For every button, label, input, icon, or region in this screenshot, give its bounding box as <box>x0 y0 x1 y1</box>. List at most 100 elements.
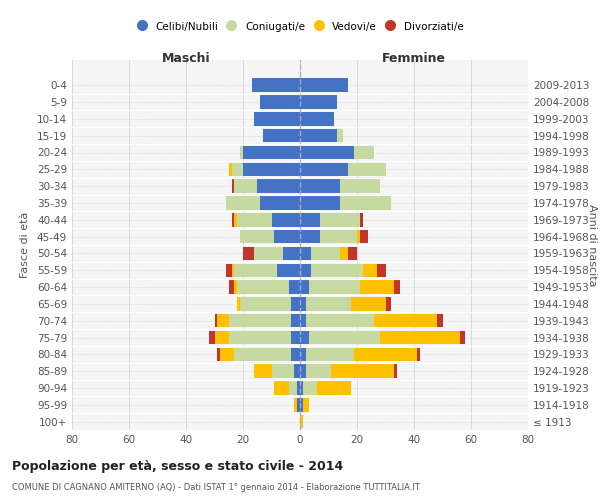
Bar <box>300 297 306 310</box>
Bar <box>331 364 394 378</box>
Bar <box>229 331 292 344</box>
Bar <box>240 146 243 159</box>
Bar <box>297 398 300 411</box>
Bar <box>300 213 320 226</box>
Bar <box>217 314 229 328</box>
Text: Maschi: Maschi <box>161 52 211 65</box>
Bar <box>300 364 306 378</box>
Bar <box>317 381 352 394</box>
Bar <box>300 146 354 159</box>
Bar <box>354 146 374 159</box>
Bar <box>243 162 300 176</box>
Bar <box>235 280 238 294</box>
Bar <box>254 364 271 378</box>
Bar <box>283 246 300 260</box>
Bar <box>303 398 308 411</box>
Bar <box>277 264 300 277</box>
Bar <box>377 264 386 277</box>
Bar <box>340 196 391 209</box>
Bar <box>300 78 349 92</box>
Bar <box>417 348 420 361</box>
Bar <box>300 96 337 109</box>
Bar <box>300 415 303 428</box>
Bar <box>217 348 220 361</box>
Bar <box>354 348 417 361</box>
Bar <box>232 264 235 277</box>
Bar <box>306 364 331 378</box>
Bar <box>300 246 311 260</box>
Bar <box>295 364 300 378</box>
Bar <box>229 280 235 294</box>
Bar <box>235 213 238 226</box>
Bar <box>289 381 297 394</box>
Bar <box>260 96 300 109</box>
Bar <box>226 196 260 209</box>
Bar <box>292 297 300 310</box>
Bar <box>232 213 235 226</box>
Bar <box>220 348 235 361</box>
Bar <box>337 129 343 142</box>
Bar <box>300 112 334 126</box>
Bar <box>260 196 300 209</box>
Bar <box>238 280 289 294</box>
Bar <box>243 146 300 159</box>
Bar <box>308 331 380 344</box>
Legend: Celibi/Nubili, Coniugati/e, Vedovi/e, Divorziati/e: Celibi/Nubili, Coniugati/e, Vedovi/e, Di… <box>132 17 468 36</box>
Bar <box>235 348 292 361</box>
Bar <box>362 264 377 277</box>
Bar <box>360 280 394 294</box>
Bar <box>300 381 303 394</box>
Bar <box>300 180 340 193</box>
Bar <box>254 246 283 260</box>
Bar <box>243 246 254 260</box>
Bar <box>300 331 308 344</box>
Bar <box>257 180 300 193</box>
Bar <box>300 230 320 243</box>
Bar <box>254 112 300 126</box>
Bar <box>238 297 240 310</box>
Bar <box>297 381 300 394</box>
Bar <box>292 348 300 361</box>
Bar <box>238 213 271 226</box>
Bar <box>394 364 397 378</box>
Bar <box>306 297 352 310</box>
Bar <box>240 230 274 243</box>
Bar <box>274 381 289 394</box>
Bar <box>300 314 306 328</box>
Bar <box>229 314 292 328</box>
Bar <box>349 246 357 260</box>
Bar <box>460 331 466 344</box>
Bar <box>360 213 363 226</box>
Bar <box>357 230 360 243</box>
Bar <box>226 264 232 277</box>
Bar <box>300 280 308 294</box>
Bar <box>232 180 235 193</box>
Bar <box>311 264 362 277</box>
Bar <box>271 213 300 226</box>
Bar <box>294 398 297 411</box>
Bar <box>271 364 295 378</box>
Bar <box>340 180 380 193</box>
Bar <box>215 314 217 328</box>
Bar <box>263 129 300 142</box>
Bar <box>292 331 300 344</box>
Y-axis label: Fasce di età: Fasce di età <box>20 212 30 278</box>
Bar <box>240 297 292 310</box>
Bar <box>306 314 374 328</box>
Bar <box>235 180 257 193</box>
Bar <box>349 162 386 176</box>
Bar <box>300 196 340 209</box>
Bar <box>235 264 277 277</box>
Bar <box>300 348 306 361</box>
Bar <box>292 314 300 328</box>
Bar <box>394 280 400 294</box>
Bar <box>360 230 368 243</box>
Bar <box>289 280 300 294</box>
Bar <box>320 213 360 226</box>
Bar <box>209 331 215 344</box>
Bar <box>251 78 300 92</box>
Bar <box>303 381 317 394</box>
Bar <box>232 162 243 176</box>
Text: COMUNE DI CAGNANO AMITERNO (AQ) - Dati ISTAT 1° gennaio 2014 - Elaborazione TUTT: COMUNE DI CAGNANO AMITERNO (AQ) - Dati I… <box>12 483 420 492</box>
Bar <box>306 348 354 361</box>
